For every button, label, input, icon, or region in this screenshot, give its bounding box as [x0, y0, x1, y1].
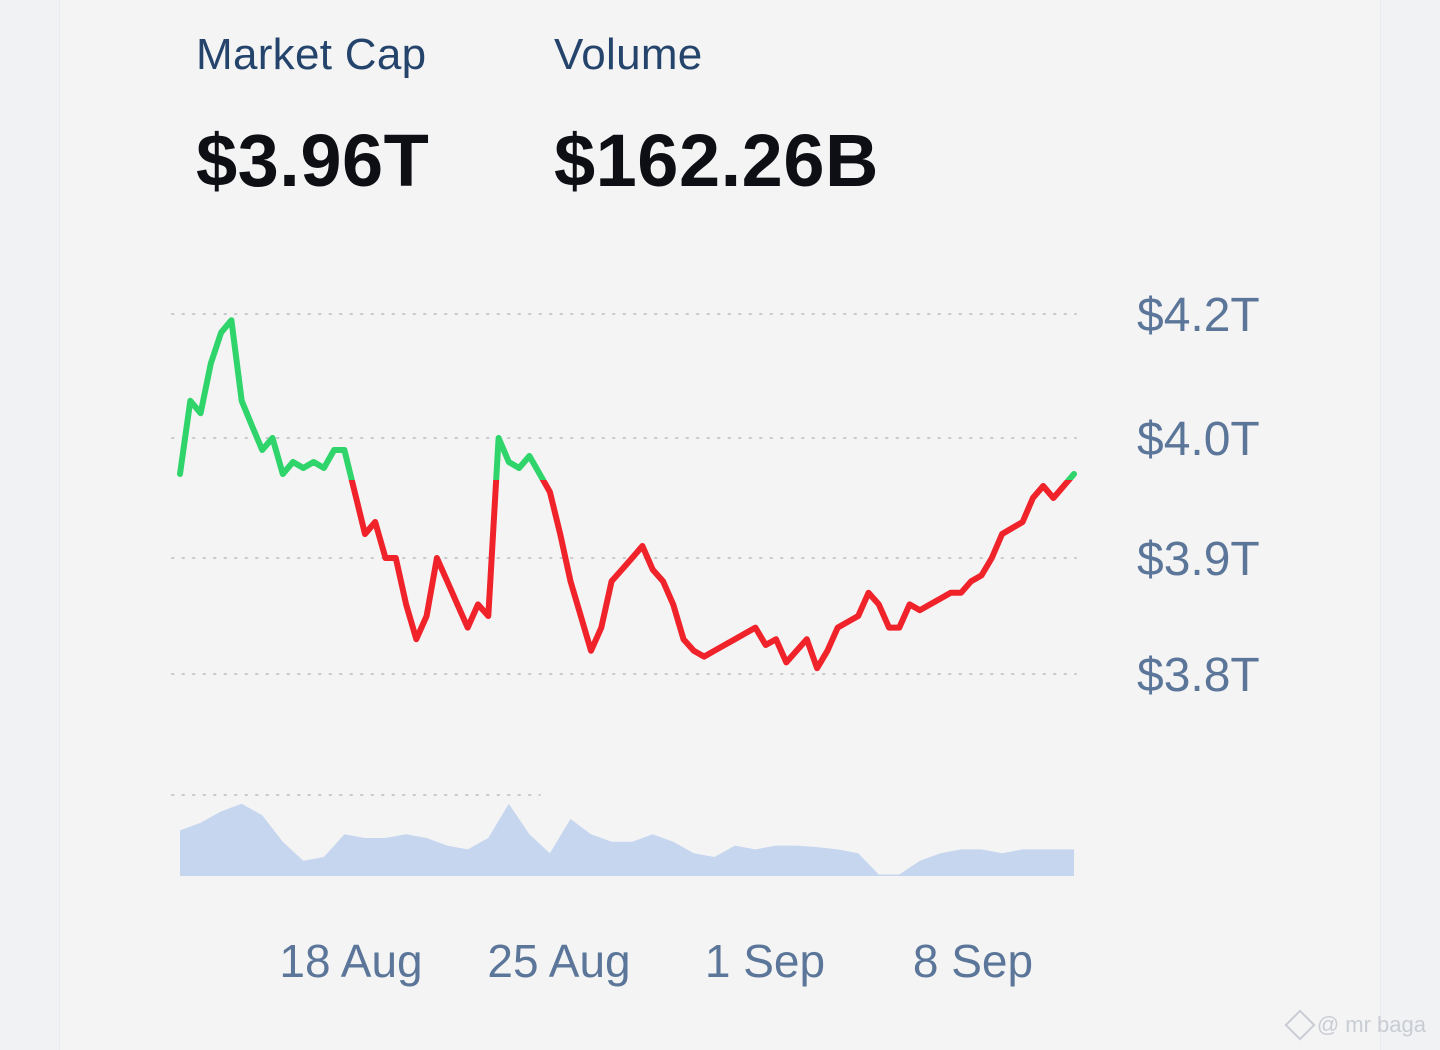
grid-lines	[171, 313, 1077, 796]
y-tick-label: $3.9T	[1137, 533, 1260, 586]
volume-label: Volume	[554, 30, 703, 79]
x-tick-label: 8 Sep	[913, 935, 1033, 987]
x-axis: 18 Aug 25 Aug 1 Sep 8 Sep	[279, 935, 1033, 987]
price-line-up	[177, 317, 1077, 480]
x-tick-label: 1 Sep	[705, 935, 825, 987]
logo-icon	[1284, 1009, 1316, 1041]
market-cap-label: Market Cap	[196, 30, 427, 79]
price-line-down	[348, 480, 1073, 672]
y-tick-label: $4.0T	[1137, 413, 1260, 466]
price-line	[177, 317, 1077, 672]
watermark-text: @ mr baga	[1316, 1012, 1426, 1037]
y-tick-label: $3.8T	[1137, 649, 1260, 702]
volume-area	[180, 803, 1074, 876]
x-tick-label: 18 Aug	[279, 935, 422, 987]
market-cap-value: $3.96T	[196, 119, 430, 202]
market-cap-stat: Market Cap $3.96T	[196, 30, 429, 203]
volume-value: $162.26B	[554, 119, 879, 202]
watermark: @ mr baga	[1284, 1009, 1426, 1041]
x-tick-label: 25 Aug	[487, 935, 630, 987]
volume-stat: Volume $162.26B	[554, 30, 879, 203]
y-tick-label: $4.2T	[1137, 289, 1260, 342]
volume-area-fill	[180, 803, 1074, 876]
y-axis: $4.2T $4.0T $3.9T $3.8T	[1137, 289, 1260, 702]
